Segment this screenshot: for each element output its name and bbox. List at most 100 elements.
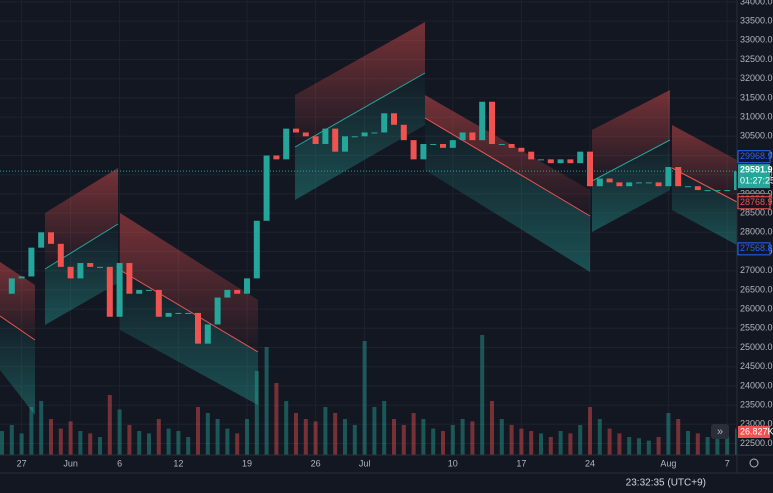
y-tick-label: 34000.0 [740,0,773,6]
candle [587,151,593,187]
y-tick-label: 26000.0 [740,303,773,313]
x-tick-label: 26 [311,458,321,468]
candle [675,167,682,187]
volume-bar [372,407,377,455]
candle [655,182,662,187]
volume-bar [382,401,387,455]
candle [283,128,290,160]
candle [400,124,407,141]
volume-bar [725,435,730,455]
y-tick-label: 24000.0 [740,380,773,390]
candle [8,278,15,294]
volume-bar [313,421,318,455]
volume-bar [127,425,132,455]
volume-bar [431,428,436,455]
candle [567,159,574,164]
volume-bar [411,413,416,455]
channel-mid [119,269,259,353]
volume [0,335,739,455]
y-tick-label: 28500.0 [740,207,773,217]
candle [165,312,172,317]
volume-bar [392,419,396,455]
candle [106,266,113,317]
y-tick-label: 31500.0 [740,92,773,102]
candle [596,178,603,187]
volume-bar [509,425,514,455]
candle [665,167,672,187]
candle [322,128,329,144]
candle [528,151,535,160]
volume-bar [450,425,455,455]
x-tick-label: 24 [585,458,595,468]
scroll-button[interactable] [711,424,729,439]
candle [57,243,64,267]
countdown: 01:27:25 [740,176,773,186]
candle [146,289,152,291]
volume-bar [49,419,53,455]
volume-bar [617,433,622,455]
candle [342,136,348,152]
price-label: 28768.9 [740,197,773,207]
candle [420,143,427,160]
y-tick-label: 32500.0 [740,54,773,64]
volume-bar [352,425,357,455]
candle [577,151,584,164]
last-price: 29591.9 [740,165,773,175]
y-tick-label: 25500.0 [740,323,773,333]
volume-bar [597,419,602,455]
candle [204,324,211,344]
x-tick-label: 7 [725,458,730,468]
candle [636,182,642,184]
y-tick-label: 25000.0 [740,342,773,352]
x-tick-label: Jul [359,458,371,468]
last-price-box [738,164,770,189]
volume-bar [284,401,289,455]
candle [508,143,515,148]
volume-bar [0,431,4,455]
volume-bar [196,407,200,455]
candle [685,186,691,188]
candle [714,190,721,192]
channel-mid [44,223,119,270]
channel-lower [120,270,258,405]
volume-bar [137,431,142,455]
candle [175,312,182,314]
volume-bar [460,419,465,455]
price-label-box [737,242,771,256]
channel-upper [120,213,258,352]
candle [479,101,486,141]
volume-bar [225,428,230,455]
volume-bar [333,413,338,455]
volume-bar [401,425,406,455]
candle [87,263,94,267]
volume-bar [656,437,661,455]
y-tick-label: 33500.0 [740,15,773,25]
channel-upper [672,125,737,202]
volume-bar [490,401,494,455]
candle [626,182,633,187]
regression-channels [0,22,738,415]
volume-bar [68,421,73,455]
channel-upper [295,22,425,147]
volume-bar [303,419,308,455]
y-tick-label: 27000.0 [740,265,773,275]
price-label-box [737,196,771,210]
candle [273,155,280,160]
volume-bar [499,419,504,455]
scroll-icon[interactable]: » [717,426,723,438]
channel-lower [425,118,590,272]
channel-mid [671,167,738,203]
volume-bar [715,438,720,455]
volume-bar [98,437,102,455]
candle [351,136,358,138]
candle [312,136,319,144]
volume-bar [147,433,151,455]
settings-icon[interactable] [749,458,759,468]
candle [224,289,231,298]
candle [724,190,731,192]
y-tick-label: 32000.0 [740,73,773,83]
price-axis [737,0,773,455]
channel-upper [45,168,118,269]
